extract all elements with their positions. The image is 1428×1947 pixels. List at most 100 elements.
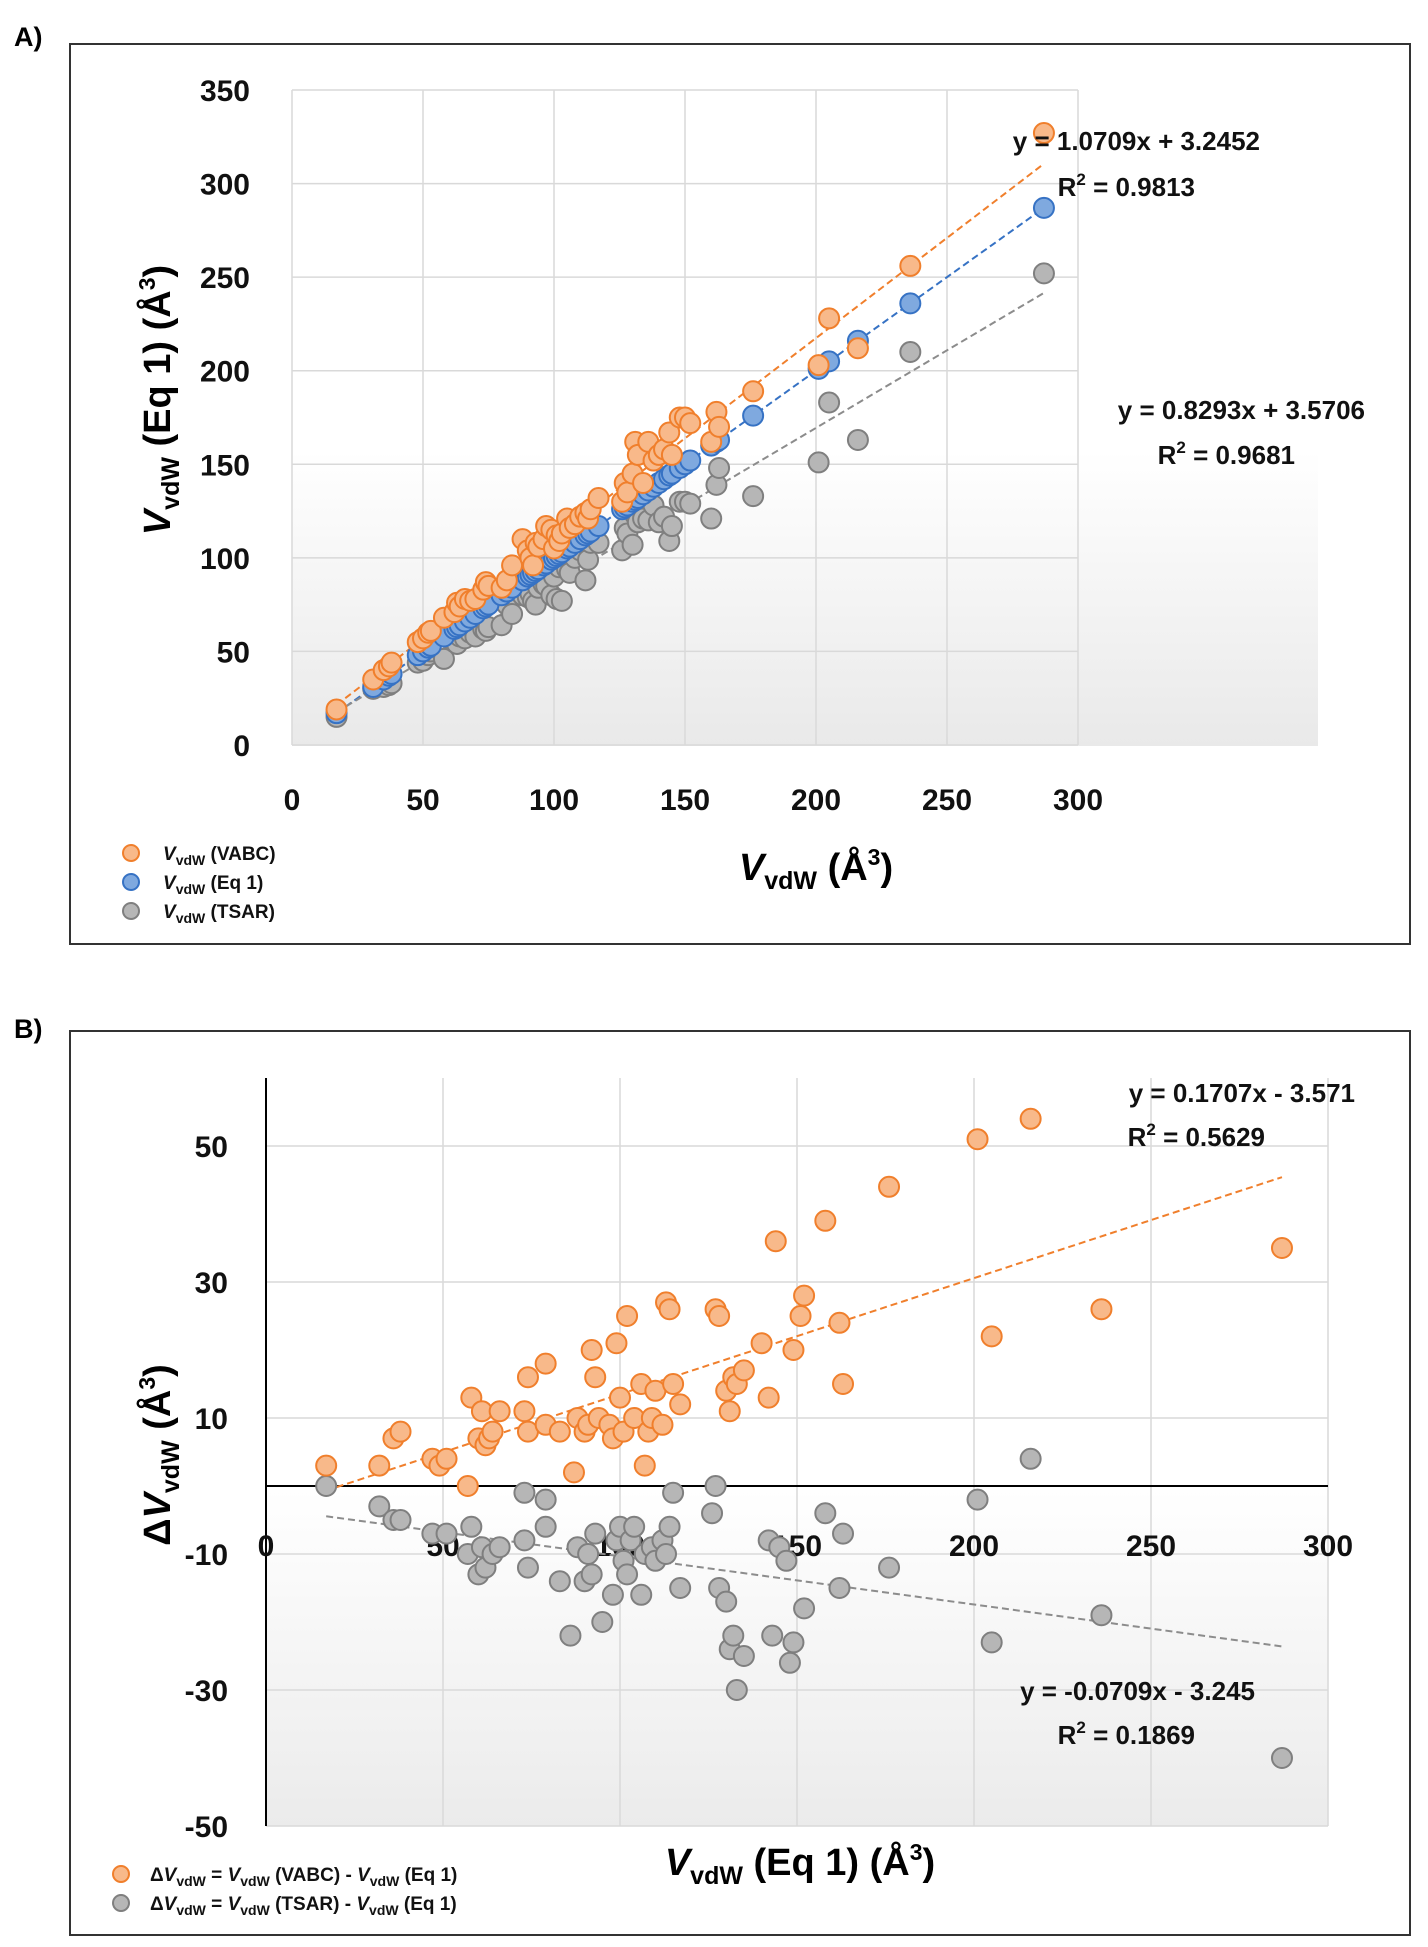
point-vabc [662, 1373, 685, 1395]
point-tsar [722, 1624, 745, 1647]
y-tick-label: 10 [195, 1403, 228, 1436]
panel-a-label: A) [14, 22, 43, 52]
point-vabc [980, 1325, 1003, 1348]
point-vabc [793, 1284, 816, 1307]
point-vabc [584, 1366, 607, 1389]
panel-b-y-ticks: -50 -30 -10 10 30 50 [185, 1131, 228, 1844]
point-tsar [513, 1481, 536, 1504]
x-tick-label: 250 [922, 784, 972, 817]
point-vabc [789, 1305, 812, 1327]
panel-a-eq1-line: y = 1.0709x + 3.2452 [1013, 126, 1260, 156]
point-vabc [1090, 1298, 1113, 1321]
point-tsar [534, 1515, 557, 1538]
point-vabc [562, 1461, 585, 1484]
y-tick-label: -30 [185, 1675, 228, 1708]
point-tsar [828, 1577, 851, 1599]
point-tsar [1032, 262, 1055, 285]
panel-b-legend-tsar: ΔVvdW = VvdW (TSAR) - VvdW (Eq 1) [150, 1894, 457, 1918]
point-tsar [742, 485, 765, 508]
point-tsar [725, 1679, 748, 1701]
point-vabc [658, 421, 681, 444]
point-vabc [764, 1230, 787, 1253]
point-vabc [669, 1393, 692, 1416]
point-vabc [708, 1305, 731, 1327]
point-tsar [630, 1583, 653, 1606]
y-tick-label: 0 [233, 730, 250, 763]
panel-a-legend-marker-tsar [122, 902, 140, 920]
point-vabc [828, 1311, 851, 1334]
point-vabc [846, 337, 869, 360]
x-tick-label: 200 [791, 784, 841, 817]
point-tsar [708, 457, 731, 480]
point-vabc [389, 1420, 412, 1443]
point-vabc [1270, 1237, 1293, 1259]
y-tick-label: 150 [200, 449, 250, 482]
panel-a-legend-marker-eq1 [122, 873, 140, 891]
point-vabc [616, 1305, 639, 1327]
point-tsar [782, 1631, 805, 1654]
x-tick-label: 150 [660, 784, 710, 817]
point-tsar [658, 1515, 681, 1538]
point-tsar [814, 1502, 837, 1525]
x-tick-label: 300 [1303, 1530, 1353, 1563]
panel-b-y-axis-title: ΔVvdW (Å3) [134, 1364, 185, 1546]
y-tick-label: 100 [200, 543, 250, 576]
point-eq1 [899, 292, 922, 315]
point-tsar [1090, 1604, 1113, 1627]
point-tsar [899, 341, 922, 363]
point-tsar [577, 1543, 600, 1565]
point-vabc [1032, 122, 1055, 145]
point-vabc [878, 1175, 901, 1198]
x-tick-label: 100 [529, 784, 579, 817]
point-vabc [832, 1373, 855, 1395]
point-tsar [679, 492, 702, 515]
y-tick-label: 50 [195, 1131, 228, 1164]
point-tsar [732, 1645, 755, 1667]
point-tsar [550, 589, 573, 612]
panel-a-legend-vabc: VvdW (VABC) [163, 844, 276, 868]
point-vabc [580, 1339, 603, 1361]
point-vabc [708, 415, 731, 438]
point-vabc [419, 619, 442, 642]
point-tsar [435, 1522, 458, 1545]
y-tick-label: 350 [200, 75, 250, 108]
point-vabc [679, 412, 702, 435]
point-vabc [368, 1454, 391, 1477]
point-vabc [814, 1209, 837, 1232]
point-vabc [818, 307, 841, 330]
point-eq1 [1032, 196, 1055, 219]
point-tsar [704, 1475, 727, 1497]
point-vabc [609, 1386, 631, 1409]
panel-a-legend: VvdW (VABC) VvdW (Eq 1) VvdW (TSAR) [122, 844, 276, 926]
point-vabc [658, 1298, 681, 1321]
point-tsar [516, 1556, 539, 1579]
panel-b-points [315, 1107, 1293, 1769]
point-tsar [616, 1563, 639, 1586]
point-tsar [548, 1570, 571, 1593]
point-vabc [516, 1366, 539, 1389]
panel-b-eq1-r2: R2 = 0.5629 [1128, 1120, 1265, 1152]
point-vabc [488, 1400, 511, 1423]
point-vabc [534, 1352, 557, 1375]
point-tsar [488, 1536, 511, 1559]
point-vabc [548, 1420, 571, 1443]
point-vabc [315, 1454, 338, 1477]
point-vabc [660, 443, 683, 466]
point-tsar [623, 1515, 646, 1538]
point-tsar [662, 1481, 685, 1504]
panel-a-legend-marker-vabc [122, 844, 140, 862]
point-tsar [559, 1624, 582, 1647]
point-vabc [632, 472, 655, 494]
x-tick-label: 0 [284, 784, 301, 817]
point-tsar [966, 1488, 989, 1511]
point-vabc [587, 486, 610, 509]
point-tsar [775, 1549, 798, 1572]
point-vabc [605, 1332, 628, 1355]
point-tsar [669, 1577, 692, 1599]
panel-a-eq2-line: y = 0.8293x + 3.5706 [1118, 395, 1365, 425]
x-tick-label: 50 [406, 784, 439, 817]
point-tsar [315, 1475, 338, 1497]
point-vabc [807, 354, 830, 377]
